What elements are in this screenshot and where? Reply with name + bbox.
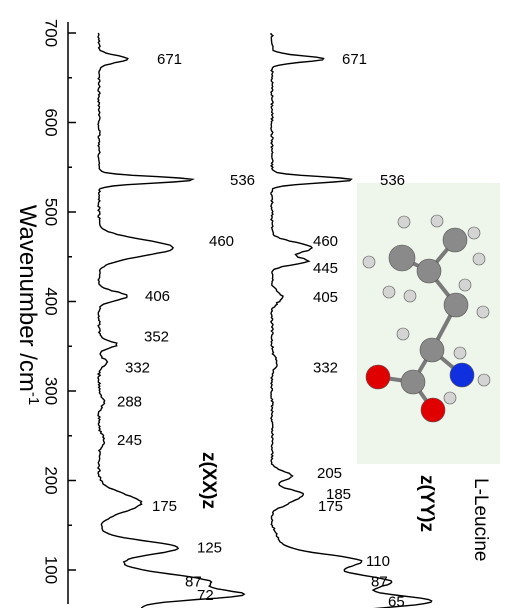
carbon-atom <box>419 337 445 363</box>
hydrogen-atom <box>397 215 411 229</box>
hydrogen-atom <box>476 305 490 319</box>
y-tick-label: 300 <box>42 377 61 405</box>
y-tick-label: 200 <box>42 466 61 494</box>
y-tick-label: 700 <box>42 19 61 47</box>
series-label-yy: z(YY)z <box>416 475 437 532</box>
hydrogen-atom <box>382 285 396 299</box>
oxygen-atom <box>365 364 391 390</box>
y-tick-label: 400 <box>42 287 61 315</box>
peak-label: 671 <box>157 51 182 68</box>
y-axis-tick-labels: 100 200 300 400 500 600 700 <box>42 19 61 584</box>
hydrogen-atom <box>362 255 376 269</box>
hydrogen-atom <box>430 214 444 228</box>
hydrogen-atom <box>453 346 467 360</box>
peak-label: 332 <box>125 359 150 376</box>
peak-label: 536 <box>230 172 255 189</box>
carbon-atom <box>388 244 416 272</box>
peak-label: 406 <box>145 288 170 305</box>
peak-label: 185 <box>326 486 351 503</box>
hydrogen-atom <box>467 226 481 240</box>
inset-background <box>357 183 500 464</box>
peak-label: 87 <box>371 574 388 591</box>
peak-label: 245 <box>117 432 142 449</box>
peak-label: 110 <box>366 553 390 570</box>
peak-label: 65 <box>388 593 405 608</box>
hydrogen-atom <box>477 373 491 387</box>
peak-label: 536 <box>380 172 405 189</box>
hydrogen-atom <box>403 289 417 303</box>
y-tick-label: 100 <box>42 556 61 584</box>
y-axis-title: Wavenumber /cm-1 <box>14 205 42 406</box>
peak-label: 125 <box>197 540 222 557</box>
hydrogen-atom <box>443 391 457 405</box>
spectrum-xx <box>96 32 246 608</box>
peak-label: 460 <box>209 233 234 250</box>
y-tick-label: 600 <box>42 108 61 136</box>
peak-label: 87 <box>185 574 202 591</box>
molecule-inset <box>357 183 500 464</box>
oxygen-atom <box>420 397 446 423</box>
hydrogen-atom <box>458 278 472 292</box>
peak-label: 175 <box>318 498 343 515</box>
y-axis-ticks <box>68 32 76 571</box>
peak-label: 405 <box>313 289 338 306</box>
peak-label: 205 <box>317 465 342 482</box>
nitrogen-atom <box>449 362 475 388</box>
hydrogen-atom <box>396 327 410 341</box>
spectra <box>96 32 433 608</box>
peak-label: 288 <box>117 394 142 411</box>
peak-label: 671 <box>342 51 367 68</box>
carbon-atom <box>442 227 468 253</box>
carbon-atom <box>443 292 469 318</box>
peak-label: 72 <box>197 587 214 604</box>
peak-label: 460 <box>313 233 338 250</box>
molecule-atoms <box>362 214 491 423</box>
carbon-atom <box>400 369 426 395</box>
carbon-atom <box>416 258 442 284</box>
series-label-xx: z(XX)z <box>198 452 219 509</box>
peak-label: 445 <box>313 260 338 277</box>
y-tick-label: 500 <box>42 198 61 226</box>
molecule-name: L-Leucine <box>470 478 491 561</box>
spectrum-yy <box>269 32 433 608</box>
peak-label: 352 <box>144 328 169 345</box>
hydrogen-atom <box>472 252 486 266</box>
peak-label: 332 <box>313 359 338 376</box>
peak-label: 175 <box>152 498 177 515</box>
peak-labels: 6715364604063523322882451751258772671536… <box>117 51 405 608</box>
